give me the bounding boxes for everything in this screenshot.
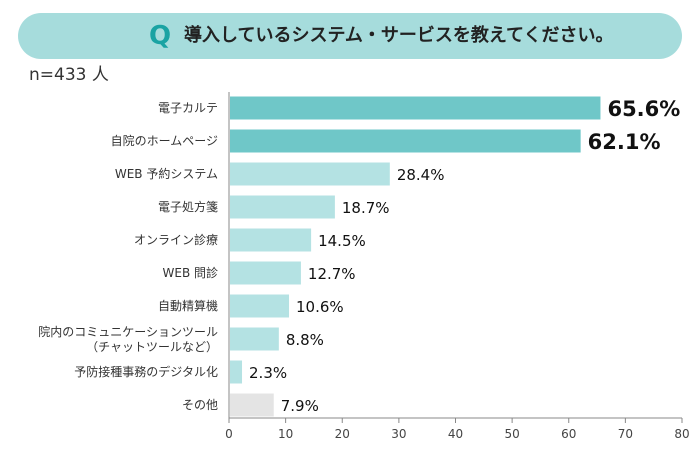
bar: [230, 393, 274, 417]
value-label: 10.6%: [296, 298, 344, 316]
bar: [230, 261, 301, 285]
category-label: 院内のコミュニケーションツール（チャットツールなど）: [38, 325, 218, 354]
value-label: 2.3%: [249, 364, 287, 382]
value-label: 8.8%: [286, 331, 324, 349]
category-label: 自院のホームページ: [111, 134, 218, 148]
x-tick-label: 10: [278, 427, 293, 441]
category-label: WEB 予約システム: [115, 166, 218, 181]
sample-size-label: n=433 人: [29, 65, 109, 85]
category-label: オンライン診療: [134, 232, 218, 247]
x-tick-label: 60: [561, 427, 576, 441]
bar: [230, 162, 390, 186]
bar: [230, 195, 335, 219]
value-label: 12.7%: [308, 265, 356, 283]
category-label: 電子処方箋: [158, 199, 218, 214]
question-marker: Q: [149, 21, 172, 51]
category-label: 予防接種事務のデジタル化: [74, 364, 218, 379]
bar: [230, 96, 601, 120]
value-label: 62.1%: [588, 130, 661, 154]
x-tick-label: 70: [618, 427, 633, 441]
bar: [230, 360, 243, 384]
x-tick-label: 50: [504, 427, 519, 441]
value-label: 65.6%: [607, 97, 680, 121]
question-text: 導入しているシステム・サービスを教えてください。: [184, 25, 614, 46]
x-tick-label: 80: [674, 427, 689, 441]
value-label: 28.4%: [397, 166, 445, 184]
x-tick-label: 40: [448, 427, 463, 441]
category-label: WEB 問診: [163, 265, 219, 280]
value-label: 7.9%: [281, 397, 319, 415]
question-banner: Q 導入しているシステム・サービスを教えてください。: [18, 13, 682, 59]
bar: [230, 129, 581, 153]
x-tick-label: 0: [225, 427, 233, 441]
bar: [230, 294, 290, 318]
bar: [230, 327, 279, 351]
x-tick-label: 30: [391, 427, 406, 441]
value-label: 18.7%: [342, 199, 390, 217]
value-label: 14.5%: [318, 232, 366, 250]
x-tick-label: 20: [335, 427, 350, 441]
category-label: 自動精算機: [158, 298, 218, 313]
category-label: その他: [182, 398, 218, 412]
bar: [230, 228, 312, 252]
category-label: 電子カルテ: [158, 101, 218, 115]
